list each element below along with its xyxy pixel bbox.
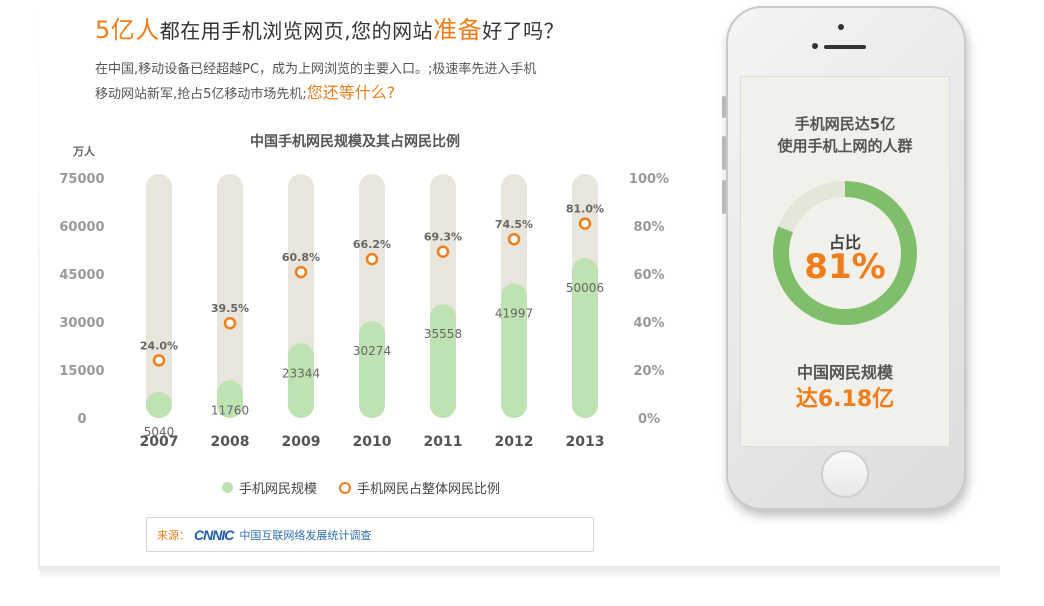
percent-label: 24.0% — [140, 339, 178, 352]
page-edge — [38, 0, 40, 570]
percent-label: 81.0% — [566, 203, 604, 216]
y2-tick-label: 40% — [633, 316, 664, 331]
x-tick-label: 2012 — [495, 434, 534, 450]
cnnic-logo: CNNIC — [194, 526, 234, 543]
percent-label: 60.8% — [282, 251, 320, 264]
bar-value-label: 23344 — [282, 366, 320, 380]
bar-value-label: 30274 — [353, 344, 391, 358]
source-text: 中国互联网络发展统计调查 — [239, 528, 372, 542]
percent-label: 66.2% — [353, 238, 391, 251]
y2-tick-label: 60% — [633, 268, 664, 283]
bar-value-label: 50006 — [566, 281, 604, 295]
chart-legend: 手机网民规模 手机网民占整体网民比例 — [222, 478, 500, 497]
percent-point — [578, 217, 592, 230]
y-tick-label: 45000 — [59, 268, 104, 283]
percent-point — [152, 354, 166, 367]
bar-value-label: 35558 — [424, 327, 462, 341]
x-tick-label: 2013 — [566, 434, 605, 450]
bar-track — [217, 174, 243, 418]
y-tick-label: 15000 — [59, 364, 104, 379]
bar — [501, 283, 527, 418]
headline-text-1: 都在用手机浏览网页,您的网站 — [159, 19, 434, 43]
percent-point — [294, 265, 308, 279]
y2-tick-label: 100% — [629, 172, 669, 187]
intro-line-2: 移动网站新军,抢占5亿移动市场先机;您还等什么? — [95, 81, 615, 106]
phone-screen: 手机网民达5亿 使用手机上网的人群 占比 81% 中国网民规模 达6.18亿 — [740, 76, 950, 447]
source-box: 来源： CNNIC 中国互联网络发展统计调查 — [146, 517, 594, 552]
y-axis-unit: 万人 — [72, 144, 96, 158]
legend-swatch-percent — [339, 481, 352, 494]
screen-title-line-1: 手机网民达5亿 — [794, 115, 896, 133]
legend-label-percent: 手机网民占整体网民比例 — [357, 482, 501, 497]
percent-point — [436, 245, 450, 258]
y2-tick-label: 80% — [633, 220, 664, 235]
bar — [430, 304, 456, 418]
y-tick-label: 75000 — [59, 172, 104, 187]
bar-value-label: 11760 — [211, 403, 249, 417]
percent-point — [365, 252, 379, 266]
bar — [146, 392, 172, 418]
bar — [217, 380, 243, 418]
bar-value-label: 5040 — [144, 425, 175, 439]
scale-label: 中国网民规模 — [796, 363, 893, 382]
page-shadow — [40, 566, 1000, 580]
percent-label: 74.5% — [495, 218, 533, 231]
y-tick-label: 60000 — [59, 220, 104, 235]
chart-title: 中国手机网民规模及其占网民比例 — [250, 134, 460, 150]
x-tick-label: 2010 — [353, 434, 392, 450]
percent-ring — [773, 181, 917, 325]
percent-label: 39.5% — [211, 302, 249, 315]
ring-value: 81% — [804, 247, 886, 287]
headline-highlight-1: 5亿人 — [95, 16, 160, 44]
ring-label: 占比 — [828, 233, 861, 252]
bar-value-label: 41997 — [495, 307, 533, 321]
phone-volume-down — [722, 180, 726, 214]
bar — [359, 321, 385, 418]
phone-volume-up — [722, 136, 726, 170]
intro-highlight: 您还等什么? — [306, 83, 396, 102]
legend-swatch-bar — [222, 482, 233, 493]
intro-paragraph: 在中国,移动设备已经超越PC，成为上网浏览的主要入口。;极速率先进入手机 移动网… — [95, 58, 615, 106]
screen-title: 手机网民达5亿 使用手机上网的人群 — [741, 113, 949, 157]
y2-tick-label: 20% — [633, 364, 664, 379]
percent-point — [223, 316, 237, 330]
headline: 5亿人都在用手机浏览网页,您的网站准备好了吗？ — [95, 10, 564, 45]
phone-sensor — [812, 43, 818, 49]
home-button[interactable] — [821, 450, 869, 498]
phone-mute-switch — [722, 96, 726, 118]
intro-line-1: 在中国,移动设备已经超越PC，成为上网浏览的主要入口。;极速率先进入手机 — [95, 62, 537, 77]
headline-text-2: 好了吗？ — [482, 19, 565, 43]
x-tick-label: 2011 — [424, 434, 463, 450]
y-tick-label: 0 — [77, 412, 86, 427]
intro-line-2-text: 移动网站新军,抢占5亿移动市场先机; — [95, 87, 307, 102]
bar — [572, 257, 598, 418]
headline-highlight-2: 准备 — [433, 16, 483, 44]
x-tick-label: 2008 — [211, 434, 250, 450]
screen-title-line-2: 使用手机上网的人群 — [777, 137, 913, 155]
percent-point — [507, 232, 521, 246]
scale-value: 达6.18亿 — [795, 387, 895, 412]
ring-arc — [773, 181, 917, 325]
bar-chart: 万人 75000 60000 45000 30000 15000 0 100% 80% 60% 40… — [59, 144, 669, 450]
bar-track — [146, 174, 172, 418]
legend-label-bar: 手机网民规模 — [239, 482, 318, 497]
bar — [288, 343, 314, 418]
y-tick-label: 30000 — [59, 316, 104, 331]
source-label: 来源： — [157, 528, 190, 542]
y2-tick-label: 0% — [638, 412, 660, 427]
phone-mockup: 手机网民达5亿 使用手机上网的人群 占比 81% 中国网民规模 达6.18亿 — [722, 6, 966, 510]
x-tick-label: 2007 — [140, 434, 179, 450]
phone-speaker — [824, 45, 866, 49]
percent-label: 69.3% — [424, 231, 462, 244]
x-tick-label: 2009 — [282, 434, 321, 450]
phone-camera — [838, 24, 844, 30]
